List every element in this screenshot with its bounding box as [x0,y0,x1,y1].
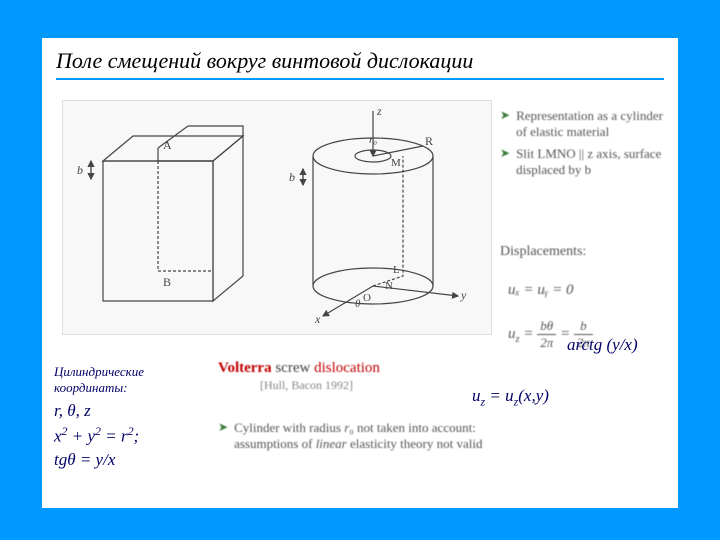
cl2b: + y [68,427,96,446]
bn-c: ₀ not taken into account: [349,420,476,435]
volterra-word1: Volterra [218,360,272,376]
diagram-area: A B b z [62,100,492,335]
cl2d: ; [134,427,140,446]
label-y: y [460,288,467,302]
equation-ux-uy: uₓ = uᵧ = 0 [508,282,573,299]
coords-label-1: Цилиндрические [54,364,144,379]
coords-label-2: координаты: [54,380,127,395]
dislocation-diagram: A B b z [63,101,493,336]
title-container: Поле смещений вокруг винтовой дислокации [56,44,664,80]
label-x: x [314,312,321,326]
bullet-arrow-icon: ➤ [500,146,510,178]
frac-num: b [574,318,593,335]
label-b2: b [289,170,295,184]
cl2c: = r [101,427,128,446]
slide-title: Поле смещений вокруг винтовой дислокации [56,48,473,74]
citation: [Hull, Bacon 1992] [260,378,353,393]
label-A: A [163,138,172,152]
arctg-text: arctg (y/x) [567,335,638,355]
volterra-word3: dislocation [314,360,380,376]
right-bullet-list: ➤ Representation as a cylinder of elasti… [500,108,670,184]
eq2-lhs: u [508,326,516,342]
bullet-text: Representation as a cylinder of elastic … [516,108,670,140]
uz-a: u [472,386,481,405]
frac-num: bθ [537,318,556,335]
coords-line2: x2 + y2 = r2; [54,423,139,449]
bn-d: assumptions of [234,436,316,451]
label-L: L [393,264,400,276]
frac-den: 2π [537,335,556,351]
bn-e: linear [316,436,347,451]
label-M: M [391,157,401,169]
eq2-equals: = [523,326,537,342]
coords-line3: tgθ = y/x [54,449,139,472]
uz-b: = u [485,386,513,405]
uz-function: uz = uz(x,y) [472,386,549,409]
coords-body: r, θ, z x2 + y2 = r2; tgθ = y/x [54,400,139,471]
bullet-arrow-icon: ➤ [218,420,228,452]
coords-line1: r, θ, z [54,400,139,423]
bullet-arrow-icon: ➤ [500,108,510,140]
slide: Поле смещений вокруг винтовой дислокации… [42,38,678,508]
bullet-item: ➤ Representation as a cylinder of elasti… [500,108,670,140]
displacements-label: Displacements: [500,244,586,260]
uz-c: (x,y) [518,386,549,405]
label-r0: r₀ [369,134,377,146]
label-N: N [385,280,393,292]
label-O: O [363,292,371,304]
coords-heading: Цилиндрические координаты: [54,364,144,395]
cl2a: x [54,427,62,446]
bn-a: Cylinder with radius [234,420,344,435]
bullet-text: Slit LMNO || z axis, surface displaced b… [516,146,670,178]
label-R: R [425,134,433,148]
bottom-note: ➤ Cylinder with radius r₀ not taken into… [218,420,678,452]
label-B: B [163,275,171,289]
label-theta: θ [355,298,361,310]
volterra-word2: screw [272,360,314,376]
volterra-caption: Volterra screw dislocation [218,360,380,377]
label-z: z [376,104,382,118]
label-b1: b [77,163,83,177]
eq1-text: uₓ = uᵧ = 0 [508,282,573,298]
eq2-sub: z [516,334,520,345]
bullet-item: ➤ Slit LMNO || z axis, surface displaced… [500,146,670,178]
bn-f: elasticity theory not valid [347,436,483,451]
eq2-frac1: bθ 2π [537,318,556,351]
